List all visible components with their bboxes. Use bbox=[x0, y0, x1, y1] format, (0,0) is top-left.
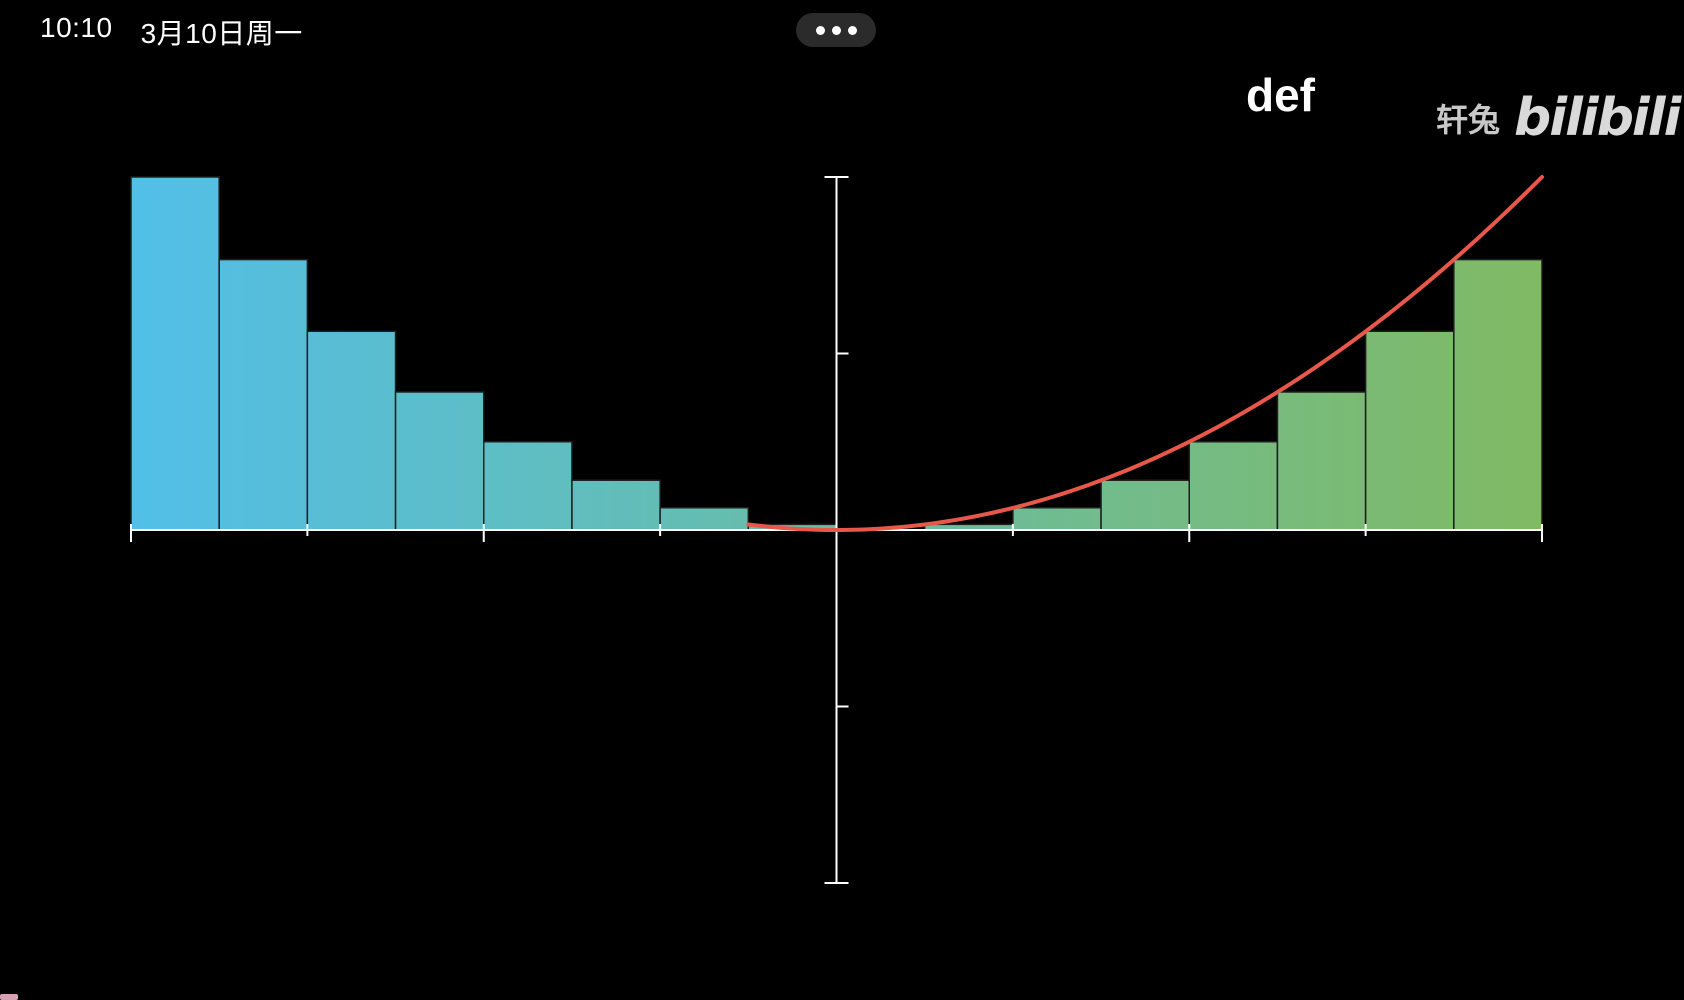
histogram-bar bbox=[306, 330, 397, 531]
histogram-bar bbox=[1453, 258, 1543, 531]
histogram-bar bbox=[1100, 479, 1190, 531]
watermark: 轩兔 bilibili bbox=[1436, 88, 1681, 148]
histogram-bar bbox=[1012, 507, 1102, 531]
more-dots-icon bbox=[815, 25, 825, 35]
histogram-bar bbox=[1276, 391, 1367, 531]
code-label: def bbox=[1246, 69, 1315, 121]
histogram-bar bbox=[659, 507, 750, 531]
more-menu-button[interactable] bbox=[796, 13, 876, 47]
histogram-bar bbox=[1364, 330, 1455, 531]
status-date: 3月10日周一 bbox=[140, 18, 303, 49]
histogram-bar bbox=[218, 258, 309, 531]
function-curve bbox=[746, 175, 1544, 533]
status-time: 10:10 bbox=[40, 12, 113, 43]
more-dots-icon bbox=[831, 25, 841, 35]
more-dots-icon bbox=[847, 25, 857, 35]
histogram-bar bbox=[130, 176, 220, 531]
bilibili-logo: bilibili bbox=[1514, 88, 1681, 148]
histogram-bar bbox=[571, 479, 661, 531]
watermark-author: 轩兔 bbox=[1436, 102, 1501, 138]
corner-indicator bbox=[0, 994, 18, 1000]
histogram-bar bbox=[1188, 441, 1279, 531]
histogram-bar bbox=[394, 391, 485, 531]
histogram-bar bbox=[483, 441, 573, 531]
status-bar: 10:10 3月10日周一 bbox=[40, 12, 303, 52]
